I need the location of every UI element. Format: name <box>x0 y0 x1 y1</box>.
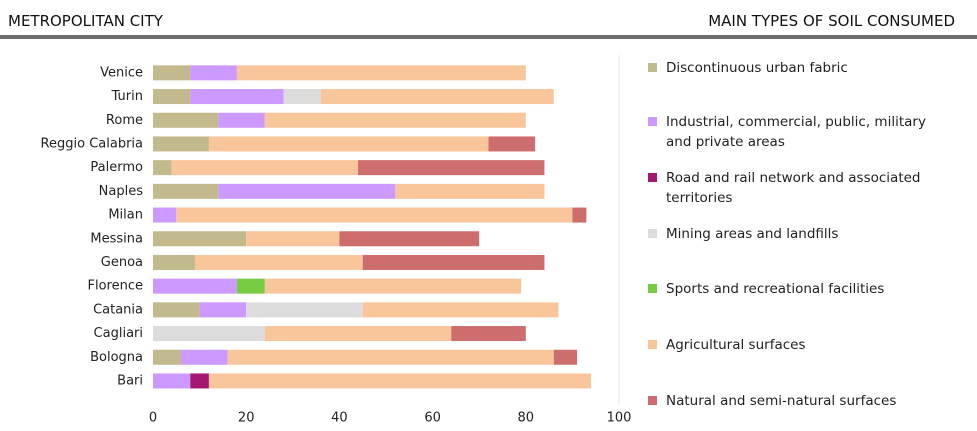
y-tick-label: Catania <box>93 302 143 317</box>
bar-segment <box>451 326 526 342</box>
bar-segment <box>153 302 200 318</box>
bar-segment <box>176 207 573 223</box>
bar-segment <box>153 231 247 247</box>
legend-label: Mining areas and landfills <box>666 226 839 242</box>
bar-segment <box>320 89 554 105</box>
bar-segment <box>208 136 489 152</box>
bar-segment <box>208 373 592 389</box>
y-tick-label: Bologna <box>90 350 143 365</box>
left-header: METROPOLITAN CITY <box>8 12 163 30</box>
x-tick-label: 20 <box>238 411 255 426</box>
bar-segment <box>227 349 554 365</box>
bar-segment <box>246 302 363 318</box>
right-header: MAIN TYPES OF SOIL CONSUMED <box>708 12 955 30</box>
bar-segment <box>153 65 191 81</box>
bar-segment <box>553 349 578 365</box>
legend-swatch <box>648 63 657 72</box>
legend-label: Agricultural surfaces <box>666 337 806 353</box>
bar-segment <box>190 89 284 105</box>
legend-label: Industrial, commercial, public, military… <box>666 114 926 150</box>
bar-segment <box>153 373 191 389</box>
y-tick-label: Palermo <box>90 160 143 175</box>
bar-segment <box>283 89 321 105</box>
legend-swatch <box>648 173 657 182</box>
bar-segment <box>194 254 363 270</box>
legend-label: Discontinuous urban fabric <box>666 60 848 76</box>
y-tick-label: Genoa <box>101 255 143 270</box>
y-tick-label: Naples <box>99 184 144 199</box>
bar-segment <box>218 183 396 199</box>
bar-segment <box>395 183 545 199</box>
x-tick-label: 0 <box>149 411 157 426</box>
y-tick-label: Bari <box>117 373 143 388</box>
bar-segment <box>190 373 209 389</box>
bar-segment <box>153 254 195 270</box>
bar-segment <box>153 207 177 223</box>
bar-segment <box>572 207 587 223</box>
legend-label: Natural and semi-natural surfaces <box>666 393 897 409</box>
legend-item: Sports and recreational facilities <box>648 279 948 299</box>
bar-segment <box>153 349 181 365</box>
y-tick-label: Reggio Calabria <box>41 136 143 151</box>
y-tick-label: Cagliari <box>94 326 143 341</box>
y-tick-label: Rome <box>106 113 143 128</box>
bar-segment <box>264 326 452 342</box>
bar-segment <box>358 160 545 176</box>
bar-segment <box>362 254 545 270</box>
header-rule <box>0 35 977 39</box>
legend-item: Agricultural surfaces <box>648 335 948 355</box>
legend-item: Mining areas and landfills <box>648 224 948 244</box>
bar-segment <box>153 326 265 342</box>
bar-segment <box>153 160 172 176</box>
legend-label: Road and rail network and associated ter… <box>666 170 921 206</box>
x-tick-label: 60 <box>424 411 441 426</box>
legend-swatch <box>648 340 657 349</box>
bar-segment <box>218 112 265 128</box>
x-tick-label: 40 <box>331 411 348 426</box>
legend-item: Discontinuous urban fabric <box>648 58 948 78</box>
x-tick-label: 100 <box>607 411 632 426</box>
bar-segment <box>236 278 265 294</box>
y-tick-label: Florence <box>88 279 144 294</box>
legend-item: Road and rail network and associated ter… <box>648 168 948 208</box>
legend-swatch <box>648 284 657 293</box>
bar-segment <box>190 65 237 81</box>
bar-segment <box>264 278 522 294</box>
y-tick-label: Turin <box>111 89 143 104</box>
legend-swatch <box>648 229 657 238</box>
legend-label: Sports and recreational facilities <box>666 281 885 297</box>
bar-segment <box>153 89 191 105</box>
legend-swatch <box>648 396 657 405</box>
bar-segment <box>199 302 247 318</box>
bar-segment <box>153 112 219 128</box>
bar-segment <box>362 302 559 318</box>
bar-segment <box>339 231 480 247</box>
bar-segment <box>153 136 209 152</box>
legend-item: Industrial, commercial, public, military… <box>648 112 948 152</box>
x-tick-label: 80 <box>518 411 535 426</box>
bar-segment <box>153 278 237 294</box>
bar-segment <box>236 65 526 81</box>
y-tick-label: Venice <box>100 65 143 80</box>
bar-segment <box>171 160 359 176</box>
y-tick-label: Messina <box>90 231 143 246</box>
bar-segment <box>264 112 526 128</box>
bar-segment <box>153 183 219 199</box>
legend-swatch <box>648 117 657 126</box>
bar-segment <box>246 231 340 247</box>
y-tick-label: Milan <box>108 208 143 223</box>
legend-item: Natural and semi-natural surfaces <box>648 391 948 411</box>
bar-segment <box>180 349 228 365</box>
bar-segment <box>488 136 536 152</box>
